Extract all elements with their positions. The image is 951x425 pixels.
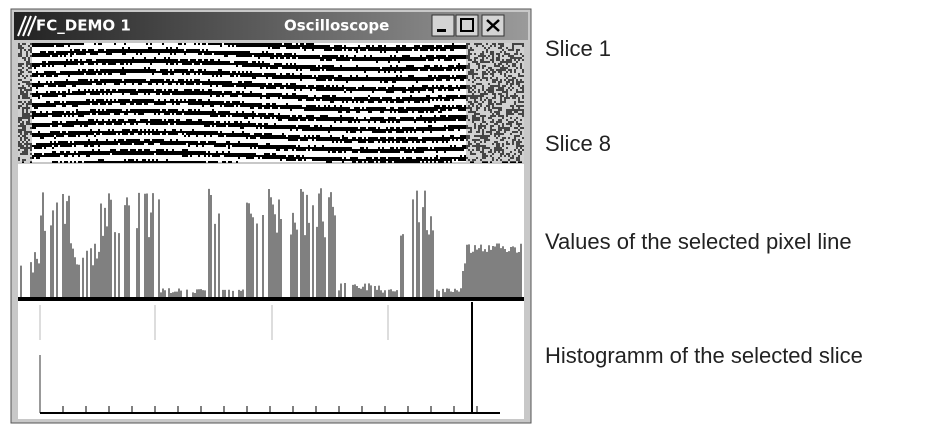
window-icon bbox=[17, 15, 37, 37]
window-subtitle: Oscilloscope bbox=[284, 17, 389, 35]
histogram-plot bbox=[39, 302, 500, 414]
window-title: FC_DEMO 1 bbox=[36, 17, 131, 35]
slice-image bbox=[18, 43, 524, 163]
minimize-button[interactable] bbox=[431, 14, 455, 37]
annotation: Values of the selected pixel line bbox=[545, 229, 852, 254]
pixel-line-plot bbox=[18, 188, 524, 299]
maximize-button[interactable] bbox=[455, 14, 479, 37]
image-edge-shade bbox=[466, 43, 524, 162]
image-edge-shade bbox=[18, 43, 32, 162]
close-button[interactable] bbox=[481, 14, 505, 37]
annotation: Histogramm of the selected slice bbox=[545, 343, 863, 368]
annotation: Slice 8 bbox=[545, 131, 611, 156]
waveform-bars bbox=[20, 188, 522, 298]
annotation: Slice 1 bbox=[545, 36, 611, 61]
image-pixels bbox=[18, 43, 524, 163]
